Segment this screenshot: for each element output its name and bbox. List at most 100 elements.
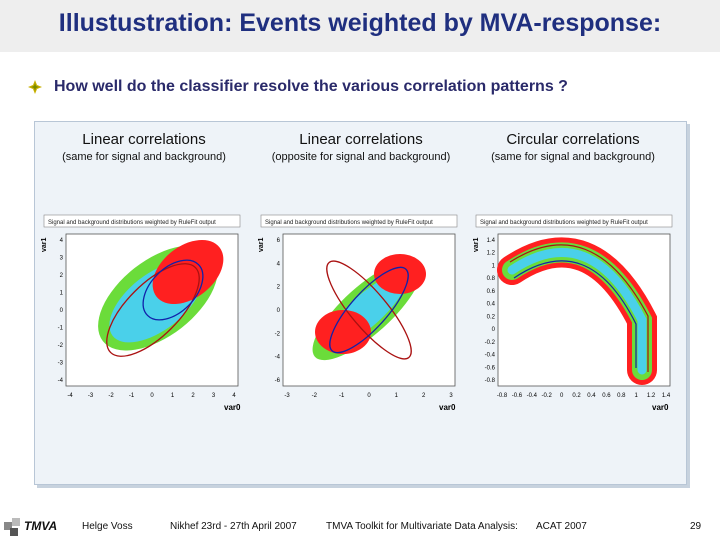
y-tick-label: 4: [60, 238, 64, 244]
x-tick-label: -2: [108, 393, 114, 399]
plot-header: Signal and background distributions weig…: [480, 220, 648, 226]
background-core-arc: [507, 248, 647, 375]
y-tick-label: 2: [277, 285, 281, 291]
footer: Helge Voss Nikhef 23rd - 27th April 2007…: [0, 515, 720, 540]
plot-linear-opposite: Signal and background distributions weig…: [258, 214, 458, 412]
column-title-3: Circular correlations: [506, 131, 640, 148]
x-tick-label: -0.2: [542, 393, 553, 399]
x-tick-label: 0.8: [617, 393, 626, 399]
x-tick-label: 0: [367, 393, 371, 399]
x-tick-label: 1: [171, 393, 175, 399]
plot-header-box: [43, 214, 241, 228]
footer-author: Helge Voss: [82, 521, 133, 532]
x-tick-label: 4: [232, 393, 236, 399]
footer-conference: ACAT 2007: [536, 521, 587, 532]
x-tick-label: -0.4: [527, 393, 538, 399]
y-tick-label: 0: [492, 327, 496, 333]
tmva-logo-icon: [4, 518, 20, 536]
y-tick-label: 1: [492, 263, 496, 269]
y-tick-label: 0.8: [487, 276, 496, 282]
y-tick-label: -4: [275, 355, 281, 361]
x-tick-label: -1: [129, 393, 135, 399]
footer-venue: Nikhef 23rd - 27th April 2007: [170, 521, 297, 532]
column-subtitle-2: (opposite for signal and background): [271, 151, 451, 163]
x-tick-label: -0.6: [512, 393, 523, 399]
y-tick-label: -1: [58, 326, 64, 332]
x-axis-label: var0: [439, 403, 456, 412]
x-tick-label: 1: [395, 393, 399, 399]
page-number: 29: [690, 521, 702, 532]
y-tick-label: 0.4: [487, 302, 496, 308]
x-tick-label: 1: [635, 393, 639, 399]
y-tick-label: -0.2: [485, 340, 496, 346]
x-tick-label: 0.4: [587, 393, 596, 399]
x-tick-label: 3: [212, 393, 216, 399]
y-tick-label: -2: [275, 331, 281, 337]
tmva-logo-text: TMVA: [24, 519, 58, 533]
x-tick-label: -0.8: [497, 393, 508, 399]
column-subtitle-3: (same for signal and background): [491, 151, 655, 163]
x-tick-label: -1: [339, 393, 345, 399]
contour-blue: [329, 266, 409, 354]
y-tick-label: -3: [58, 361, 64, 367]
plot-header: Signal and background distributions weig…: [265, 220, 433, 226]
y-tick-label: 4: [277, 261, 281, 267]
y-tick-label: 0: [60, 308, 64, 314]
contour-red: [326, 260, 412, 360]
y-tick-label: 1.4: [487, 238, 496, 244]
signal-upper: [374, 254, 426, 294]
x-tick-label: -3: [88, 393, 94, 399]
question-text: How well do the classifier resolve the v…: [54, 78, 568, 95]
plot-linear-same: Signal and background distributions weig…: [41, 214, 241, 412]
x-tick-label: 2: [422, 393, 426, 399]
y-tick-label: -6: [275, 378, 281, 384]
y-axis-label: var1: [258, 237, 265, 252]
x-tick-label: 0.6: [602, 393, 611, 399]
y-tick-label: 6: [277, 238, 281, 244]
contour-red: [509, 244, 649, 372]
bullet-icon: [28, 80, 42, 94]
tmva-logo: TMVA: [0, 516, 72, 538]
y-tick-label: -4: [58, 378, 64, 384]
y-tick-label: 1.2: [487, 251, 496, 257]
x-tick-label: 1.2: [647, 393, 656, 399]
signal-distribution: [152, 239, 224, 305]
y-tick-label: 3: [60, 256, 64, 262]
x-tick-label: 0: [150, 393, 154, 399]
x-axis-label: var0: [652, 403, 669, 412]
x-tick-label: 2: [191, 393, 195, 399]
y-tick-label: 0: [277, 308, 281, 314]
y-tick-label: 1: [60, 291, 64, 297]
y-tick-label: -0.4: [485, 353, 496, 359]
x-axis-label: var0: [224, 403, 241, 412]
x-tick-label: -4: [67, 393, 73, 399]
y-tick-label: 0.6: [487, 289, 496, 295]
column-title-1: Linear correlations: [82, 131, 206, 148]
x-tick-label: -2: [312, 393, 318, 399]
plot-header-box: [260, 214, 458, 228]
contour-blue: [513, 260, 637, 368]
title-bar: [0, 0, 720, 52]
contour-blue: [142, 259, 204, 321]
y-tick-label: -0.6: [485, 365, 496, 371]
x-tick-label: 3: [449, 393, 453, 399]
y-tick-label: 0.2: [487, 314, 496, 320]
y-axis-label: var1: [473, 237, 480, 252]
slide-title: Illustustration: Events weighted by MVA-…: [58, 9, 662, 37]
column-title-2: Linear correlations: [299, 131, 423, 148]
x-tick-label: 1.4: [662, 393, 671, 399]
x-tick-label: 0: [560, 393, 564, 399]
footer-topic: TMVA Toolkit for Multivariate Data Analy…: [326, 521, 518, 532]
contour-red: [106, 263, 200, 357]
x-tick-label: -3: [284, 393, 290, 399]
plot-header-box: [475, 214, 673, 228]
x-tick-label: 0.2: [572, 393, 581, 399]
column-subtitle-1: (same for signal and background): [62, 151, 226, 163]
y-tick-label: -0.8: [485, 378, 496, 384]
signal-lower: [315, 310, 371, 354]
y-tick-label: 2: [60, 273, 64, 279]
y-tick-label: -2: [58, 343, 64, 349]
y-axis-label: var1: [41, 237, 48, 252]
plot-circular: Signal and background distributions weig…: [473, 214, 673, 412]
plot-header: Signal and background distributions weig…: [48, 220, 216, 226]
